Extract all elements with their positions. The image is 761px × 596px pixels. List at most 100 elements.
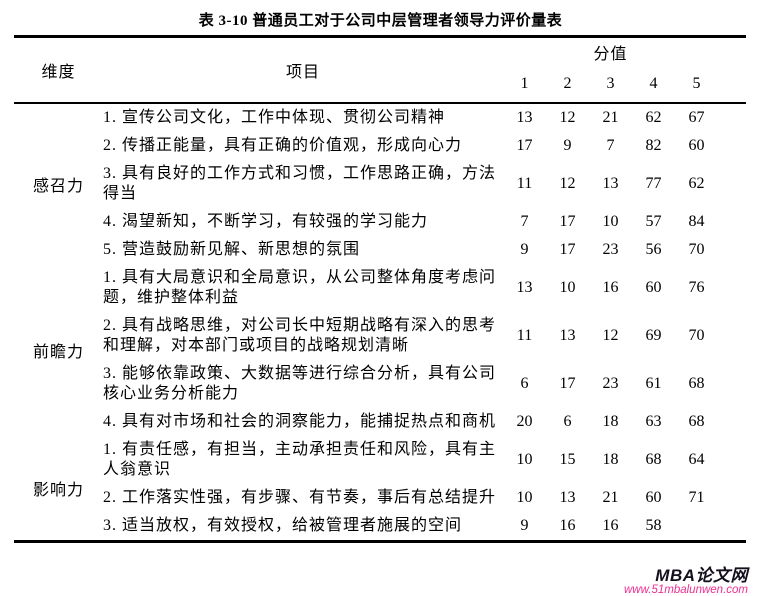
score-level-header: 1 xyxy=(503,66,546,104)
header-row-top: 维度 项目 分值 xyxy=(14,36,746,104)
score-value-cell: 6 xyxy=(520,375,529,392)
item-cell: 4. 渴望新知，不断学习，有较强的学习能力 xyxy=(103,213,429,230)
table-row: 2. 具有战略思维，对公司长中短期战略有深入的思考和理解，对本部门或项目的战略规… xyxy=(14,312,746,360)
dimension-cell: 影响力 xyxy=(32,482,84,499)
row-spacer-cell xyxy=(718,208,746,236)
score-value-cell: 64 xyxy=(688,451,705,468)
item-cell: 1. 宣传公司文化，工作中体现、贯彻公司精神 xyxy=(103,109,446,126)
table-header: 维度 项目 分值 1 2 3 4 5 xyxy=(14,36,746,104)
score-value-cell: 10 xyxy=(516,489,533,506)
score-value-cell: 10 xyxy=(602,213,619,230)
score-value-cell: 17 xyxy=(559,241,576,258)
score-value-cell: 16 xyxy=(602,279,619,296)
evaluation-table: 维度 项目 分值 1 2 3 4 5 感召力 1. 宣传公司文化，工作中体现、贯彻… xyxy=(14,35,746,543)
score-level-header: 3 xyxy=(589,66,632,104)
row-spacer-cell xyxy=(718,236,746,264)
score-value-cell: 63 xyxy=(645,413,662,430)
score-value-cell: 17 xyxy=(516,137,533,154)
score-value-cell: 9 xyxy=(520,517,529,534)
score-value-cell: 62 xyxy=(645,109,662,126)
score-value-cell: 12 xyxy=(602,327,619,344)
score-value-cell: 12 xyxy=(559,175,576,192)
row-spacer-cell xyxy=(718,408,746,436)
score-value-cell: 60 xyxy=(645,489,662,506)
score-value-cell xyxy=(675,512,718,542)
header-spacer xyxy=(718,36,746,104)
table-row: 4. 渴望新知，不断学习，有较强的学习能力 7 17 10 57 84 xyxy=(14,208,746,236)
score-value-cell: 82 xyxy=(645,137,662,154)
column-header-item: 项目 xyxy=(103,36,503,104)
score-value-cell: 62 xyxy=(688,175,705,192)
item-cell: 2. 传播正能量，具有正确的价值观，形成向心力 xyxy=(103,137,463,154)
score-level-header: 5 xyxy=(675,66,718,104)
item-cell: 5. 营造鼓励新见解、新思想的氛围 xyxy=(103,241,361,258)
score-value-cell: 18 xyxy=(602,451,619,468)
table-caption: 表 3-10 普通员工对于公司中层管理者领导力评价量表 xyxy=(198,13,563,29)
row-spacer-cell xyxy=(718,312,746,360)
score-value-cell: 11 xyxy=(516,327,533,344)
score-value-cell: 10 xyxy=(559,279,576,296)
score-value-cell: 77 xyxy=(645,175,662,192)
item-cell: 3. 适当放权，有效授权，给被管理者施展的空间 xyxy=(103,517,463,534)
score-value-cell: 69 xyxy=(645,327,662,344)
score-value-cell: 9 xyxy=(520,241,529,258)
table-row: 4. 具有对市场和社会的洞察能力，能捕捉热点和商机 20 6 18 63 68 xyxy=(14,408,746,436)
item-cell: 2. 工作落实性强，有步骤、有节奏，事后有总结提升 xyxy=(103,489,497,506)
score-value-cell: 15 xyxy=(559,451,576,468)
header-row-levels: 1 2 3 4 5 xyxy=(14,66,746,104)
score-value-cell: 16 xyxy=(602,517,619,534)
score-value-cell: 12 xyxy=(559,109,576,126)
score-level-header: 4 xyxy=(632,66,675,104)
score-value-cell: 68 xyxy=(645,451,662,468)
score-value-cell: 23 xyxy=(602,375,619,392)
item-cell: 4. 具有对市场和社会的洞察能力，能捕捉热点和商机 xyxy=(103,413,497,430)
score-value-cell: 61 xyxy=(645,375,662,392)
item-cell: 1. 具有大局意识和全局意识，从公司整体角度考虑问题，维护整体利益 xyxy=(103,269,497,306)
table-row: 3. 具有良好的工作方式和习惯，工作思路正确，方法得当 11 12 13 77 62 xyxy=(14,160,746,208)
score-value-cell: 7 xyxy=(606,137,615,154)
row-spacer-cell xyxy=(718,132,746,160)
score-value-cell: 10 xyxy=(516,451,533,468)
table-row: 感召力 1. 宣传公司文化，工作中体现、贯彻公司精神 13 12 21 62 67 xyxy=(14,103,746,195)
score-value-cell: 17 xyxy=(559,213,576,230)
table-row: 2. 传播正能量，具有正确的价值观，形成向心力 17 9 7 82 60 xyxy=(14,132,746,160)
dimension-cell: 前瞻力 xyxy=(32,344,84,361)
score-value-cell: 13 xyxy=(602,175,619,192)
score-value-cell: 17 xyxy=(559,375,576,392)
score-value-cell: 7 xyxy=(520,213,529,230)
watermark-site-name: MBA论文网 xyxy=(655,565,748,585)
score-value-cell: 68 xyxy=(688,375,705,392)
score-value-cell: 67 xyxy=(688,109,705,126)
table-row: 影响力 1. 有责任感，有担当，主动承担责任和风险，具有主人翁意识 10 15 18 68… xyxy=(14,436,746,499)
row-spacer-cell xyxy=(718,512,746,542)
column-header-score: 分值 xyxy=(593,46,628,63)
item-cell: 2. 具有战略思维，对公司长中短期战略有深入的思考和理解，对本部门或项目的战略规… xyxy=(103,317,497,354)
score-value-cell: 70 xyxy=(688,241,705,258)
table-body: 感召力 1. 宣传公司文化，工作中体现、贯彻公司精神 13 12 21 62 67 2. 传播… xyxy=(14,103,746,542)
score-value-cell: 13 xyxy=(516,279,533,296)
column-header-dimension: 维度 xyxy=(14,36,103,104)
dimension-cell: 感召力 xyxy=(32,178,84,195)
score-value-cell: 13 xyxy=(559,489,576,506)
item-cell: 3. 具有良好的工作方式和习惯，工作思路正确，方法得当 xyxy=(103,165,497,202)
row-spacer-cell xyxy=(718,360,746,408)
table-row: 3. 能够依靠政策、大数据等进行综合分析，具有公司核心业务分析能力 6 17 23 61… xyxy=(14,360,746,408)
score-value-cell: 58 xyxy=(645,517,662,534)
score-value-cell: 16 xyxy=(559,517,576,534)
score-value-cell: 13 xyxy=(559,327,576,344)
item-cell: 1. 有责任感，有担当，主动承担责任和风险，具有主人翁意识 xyxy=(103,441,497,478)
score-value-cell: 56 xyxy=(645,241,662,258)
table-row: 2. 工作落实性强，有步骤、有节奏，事后有总结提升 10 13 21 60 71 xyxy=(14,484,746,512)
site-watermark: MBA论文网 www.51mbalunwen.com xyxy=(624,567,748,596)
table-row: 5. 营造鼓励新见解、新思想的氛围 9 17 23 56 70 xyxy=(14,236,746,264)
score-value-cell: 76 xyxy=(688,279,705,296)
item-cell: 3. 能够依靠政策、大数据等进行综合分析，具有公司核心业务分析能力 xyxy=(103,365,497,402)
table-row: 3. 适当放权，有效授权，给被管理者施展的空间 9 16 16 58 xyxy=(14,512,746,542)
table-row: 前瞻力 1. 具有大局意识和全局意识，从公司整体角度考虑问题，维护整体利益 13 10… xyxy=(14,264,746,361)
row-spacer-cell xyxy=(718,436,746,484)
score-value-cell: 20 xyxy=(516,413,533,430)
score-value-cell: 70 xyxy=(688,327,705,344)
score-value-cell: 21 xyxy=(602,109,619,126)
watermark-site-url: www.51mbalunwen.com xyxy=(623,583,748,596)
score-value-cell: 84 xyxy=(688,213,705,230)
